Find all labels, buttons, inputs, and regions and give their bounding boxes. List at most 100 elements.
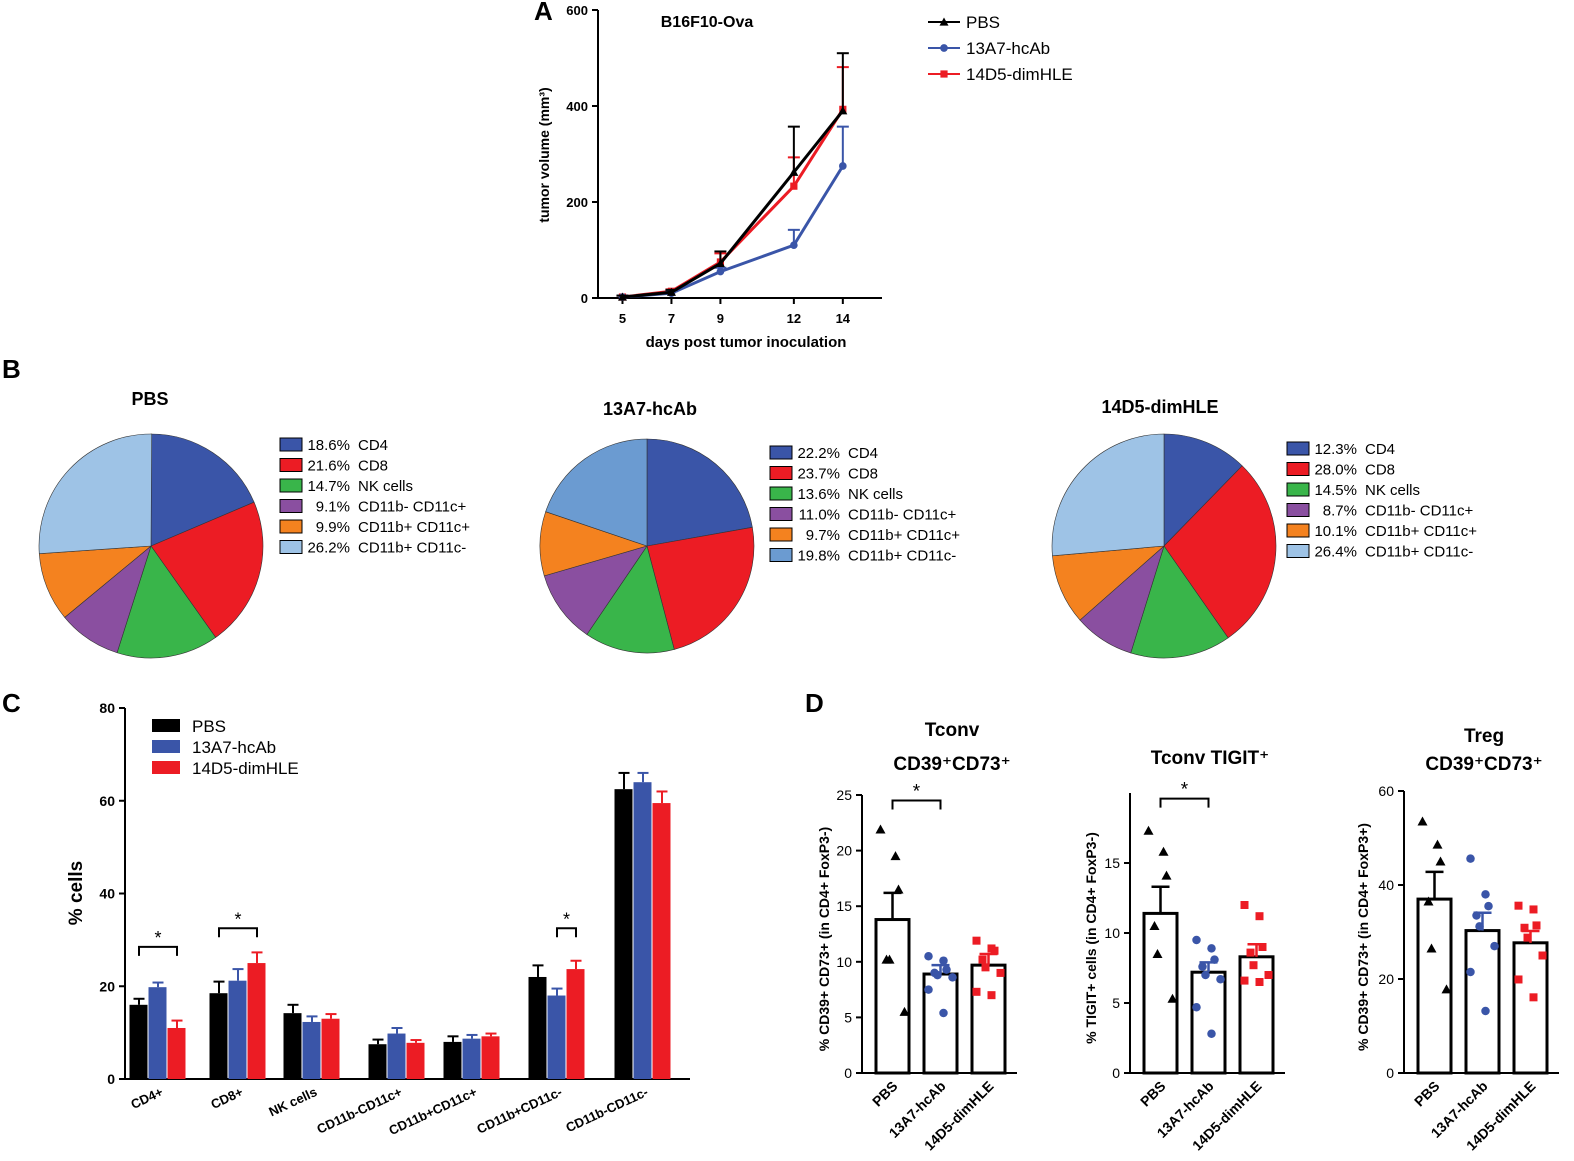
data-point xyxy=(1484,901,1493,911)
y-tick-label: 10 xyxy=(836,954,852,970)
pie-slice xyxy=(646,526,755,650)
panel-letter: B xyxy=(2,354,21,384)
legend-swatch xyxy=(1286,441,1310,456)
x-tick-label: PBS xyxy=(1411,1078,1443,1110)
slice-percent: 12.3% xyxy=(1314,441,1357,458)
data-point xyxy=(1149,921,1160,930)
significance-bracket xyxy=(218,927,258,938)
x-tick-label: 9 xyxy=(717,311,724,326)
pie-slice xyxy=(1163,433,1243,547)
significance-star: * xyxy=(154,928,161,948)
y-axis-label: % CD39+ CD73+ (in CD4+ FoxP3-) xyxy=(816,827,832,1051)
y-tick-label: 0 xyxy=(1386,1065,1394,1081)
panel-letters: A B C D xyxy=(2,0,824,718)
legend-swatch xyxy=(1286,462,1310,476)
bar xyxy=(283,1013,302,1079)
slice-name: CD11b+ CD11c- xyxy=(848,548,956,565)
significance-bracket xyxy=(1159,797,1210,808)
data-point xyxy=(1417,816,1428,826)
data-point xyxy=(981,963,990,972)
bar xyxy=(652,803,671,1079)
data-point xyxy=(1158,846,1169,856)
mean-bar xyxy=(1464,929,1501,1075)
slice-name: CD8 xyxy=(848,466,878,483)
legend-swatch xyxy=(769,466,793,480)
legend-swatch xyxy=(1286,482,1310,497)
data-point xyxy=(1423,896,1434,906)
bar xyxy=(406,1042,425,1079)
y-tick-label: 0 xyxy=(107,1071,115,1087)
legend-swatch xyxy=(1286,544,1310,558)
data-point xyxy=(1201,970,1210,980)
slice-name: CD11b- CD11c+ xyxy=(1365,503,1473,520)
slice-percent: 10.1% xyxy=(1314,523,1357,540)
pie-slice xyxy=(150,501,264,638)
slice-percent: 26.2% xyxy=(307,540,350,557)
chart-title: Tconv xyxy=(925,720,980,741)
data-point xyxy=(839,162,847,170)
bar xyxy=(566,969,585,1079)
data-point xyxy=(715,258,725,268)
data-point xyxy=(1466,854,1475,863)
slice-name: CD11b+ CD11c+ xyxy=(1365,523,1477,540)
y-tick-label: 15 xyxy=(1104,855,1120,871)
x-tick-label: NK cells xyxy=(266,1084,319,1119)
slice-percent: 14.7% xyxy=(307,478,350,495)
data-point xyxy=(1514,901,1523,910)
data-point xyxy=(1490,941,1499,951)
legend-swatch xyxy=(152,719,180,732)
bar xyxy=(633,782,652,1079)
panel-d-scatter-bar-charts: 0 5 10 15 20 25 % CD39+ CD73+ (in CD4+ FoxP3-)… xyxy=(816,720,1559,1153)
slice-name: CD11b+ CD11c+ xyxy=(358,519,470,536)
slice-percent: 26.4% xyxy=(1314,544,1357,561)
data-point xyxy=(875,824,886,834)
data-point xyxy=(1520,923,1529,932)
data-point xyxy=(1249,961,1258,970)
bar xyxy=(247,963,266,1079)
slice-name: CD11b- CD11c+ xyxy=(358,499,466,516)
data-point xyxy=(924,951,933,961)
y-axis-label: % cells xyxy=(66,861,87,925)
pie-slice xyxy=(38,433,153,555)
legend-swatch xyxy=(279,519,303,534)
significance-star: * xyxy=(234,909,241,929)
x-axis-label: days post tumor inoculation xyxy=(646,334,847,351)
significance-star: * xyxy=(1181,780,1189,801)
data-point xyxy=(1198,962,1207,971)
data-point xyxy=(1514,975,1523,984)
slice-name: CD11b- CD11c+ xyxy=(848,507,956,524)
x-tick-label: 12 xyxy=(787,311,801,326)
pie-title: PBS xyxy=(131,389,168,409)
bar xyxy=(148,987,167,1079)
pie-slice xyxy=(1130,545,1229,659)
y-tick-label: 400 xyxy=(566,99,588,114)
data-point xyxy=(1216,974,1225,984)
series-line xyxy=(622,109,845,299)
data-point xyxy=(899,1006,910,1016)
bar xyxy=(209,993,228,1079)
data-point xyxy=(1240,901,1249,909)
pie-title: 14D5-dimHLE xyxy=(1101,397,1218,417)
data-point xyxy=(1538,951,1547,960)
data-point xyxy=(1255,912,1264,921)
y-tick-label: 60 xyxy=(1378,783,1394,799)
panel-a-line-chart: 0 200 400 600 5 7 9 12 14 days post tumor inocula… xyxy=(536,3,1073,351)
data-point xyxy=(1167,993,1178,1003)
data-point xyxy=(972,936,981,945)
slice-percent: 9.1% xyxy=(316,499,350,516)
data-point xyxy=(972,987,981,996)
data-point xyxy=(948,973,957,982)
legend-swatch xyxy=(1286,523,1310,538)
slice-name: CD4 xyxy=(848,445,878,462)
data-point xyxy=(996,968,1005,977)
bar xyxy=(547,995,566,1079)
legend-marker xyxy=(940,70,948,78)
data-point xyxy=(1258,943,1267,951)
x-tick-label: 7 xyxy=(668,311,675,326)
y-tick-label: 5 xyxy=(1112,995,1120,1011)
series-line xyxy=(622,165,845,299)
slice-name: CD4 xyxy=(358,437,388,454)
legend-swatch xyxy=(769,445,793,460)
x-tick-label: 5 xyxy=(619,311,626,326)
